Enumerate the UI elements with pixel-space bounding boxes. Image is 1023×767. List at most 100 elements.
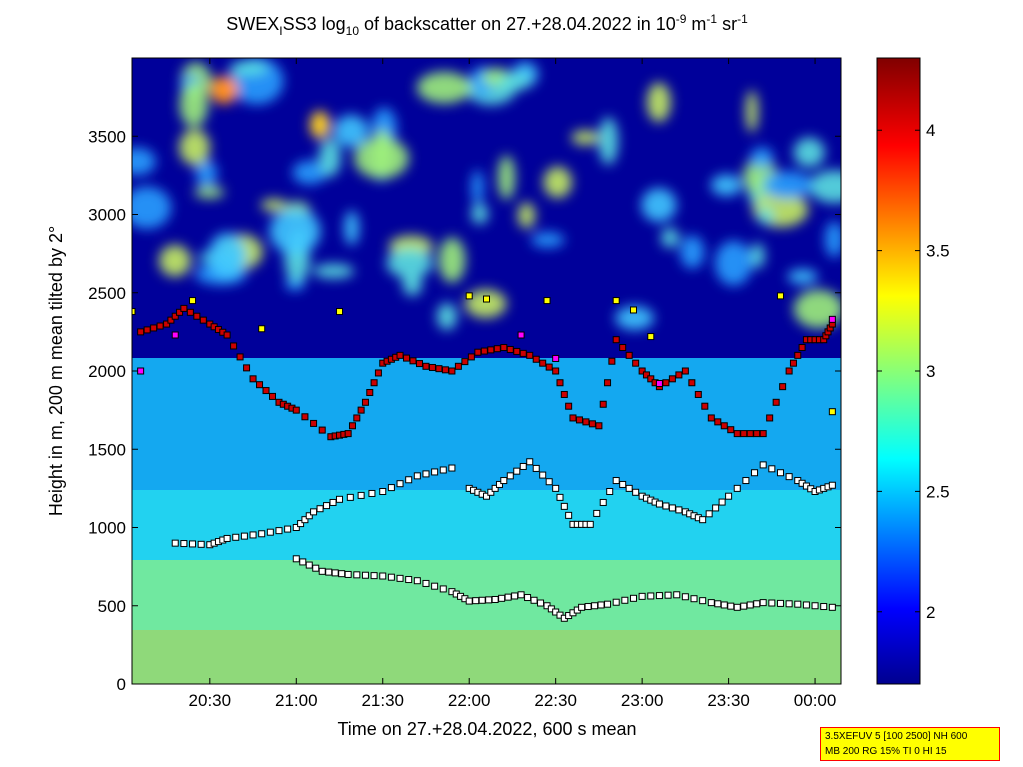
marker-3-18-2 <box>560 390 568 398</box>
marker-2-4 <box>552 484 560 492</box>
x-tick-label-4: 22:30 <box>534 691 577 710</box>
y-tick-label-3: 1500 <box>88 440 126 459</box>
marker-3-9 <box>344 430 352 438</box>
marker-0-7 <box>379 488 387 496</box>
info-box: 3.5XEFUV 5 [100 2500] NH 600 MB 200 RG 1… <box>820 727 1000 761</box>
marker-1-8-1 <box>524 594 532 602</box>
marker-0-0 <box>171 539 179 547</box>
marker-4-0 <box>132 308 136 316</box>
marker-2-3-2 <box>539 471 547 479</box>
marker-2-6-1 <box>593 509 601 517</box>
marker-3-1-3 <box>176 308 184 316</box>
marker-1-0 <box>292 555 300 563</box>
marker-1-4-1 <box>422 579 430 587</box>
marker-1-6-2 <box>478 596 486 604</box>
marker-0-8-2 <box>431 468 439 476</box>
aerosol-blob-2 <box>313 263 355 279</box>
marker-2-6 <box>586 520 594 528</box>
layer-markers <box>132 292 836 622</box>
x-tick-label-2: 21:30 <box>361 691 404 710</box>
marker-1-11-2 <box>591 602 599 610</box>
marker-0-8-1 <box>422 470 430 478</box>
marker-1-0-2 <box>305 561 313 569</box>
aerosol-blob-0 <box>471 203 489 225</box>
marker-3-26-3 <box>753 430 761 438</box>
marker-0-0-2 <box>189 540 197 548</box>
marker-1-12-2 <box>621 596 629 604</box>
marker-1-1-2 <box>331 569 339 577</box>
aerosol-blob-47 <box>195 160 218 187</box>
marker-0-2-3 <box>249 531 257 539</box>
aerosol-blob-23 <box>132 186 172 229</box>
marker-1-12 <box>604 600 612 608</box>
marker-3-16 <box>500 344 508 352</box>
aerosol-blob-13 <box>710 174 743 196</box>
marker-0-7-2 <box>396 480 404 488</box>
aerosol-blob-69 <box>344 210 360 246</box>
marker-3-7-1 <box>301 413 309 421</box>
heatmap <box>132 58 841 684</box>
marker-1-0-3 <box>312 564 320 572</box>
marker-3-13-1 <box>428 363 436 371</box>
marker-4-11 <box>828 408 836 416</box>
cb-tick-label-0: 2 <box>926 603 935 622</box>
marker-2-12 <box>725 492 733 500</box>
marker-3-2-3 <box>199 316 207 324</box>
marker-3-14-2 <box>461 358 469 366</box>
marker-3-0 <box>137 328 145 336</box>
marker-4-5 <box>483 295 490 303</box>
marker-0-4-3 <box>305 512 313 520</box>
marker-1-11-1 <box>584 603 592 611</box>
marker-3-0-2 <box>150 324 158 332</box>
marker-3-1 <box>163 320 171 328</box>
cb-tick-label-1: 2.5 <box>926 482 950 501</box>
marker-2-3-1 <box>532 464 540 472</box>
marker-2-9 <box>655 500 663 508</box>
marker-3-4-2 <box>236 353 244 361</box>
marker-3-16-3 <box>519 349 527 357</box>
marker-1-18-1 <box>802 601 810 609</box>
marker-1-7-2 <box>504 593 512 601</box>
marker-3-0-1 <box>143 326 151 334</box>
x-tick-label-1: 21:00 <box>275 691 318 710</box>
marker-3-19-2 <box>582 418 590 426</box>
aerosol-blob-64 <box>530 232 565 248</box>
marker-2-13-3 <box>785 473 793 481</box>
marker-3-10-2 <box>370 379 378 387</box>
marker-4-4 <box>465 292 473 300</box>
marker-2-9-1 <box>662 502 670 510</box>
marker-3-17 <box>526 351 534 359</box>
marker-3-18-3 <box>565 402 573 410</box>
marker-1-12-1 <box>612 598 620 606</box>
marker-1-4-3 <box>439 585 447 593</box>
marker-4-2 <box>258 325 266 333</box>
marker-5-1 <box>171 331 179 339</box>
aerosol-blob-26 <box>228 60 269 76</box>
marker-3-26-2 <box>746 430 754 438</box>
y-tick-label-1: 500 <box>98 597 126 616</box>
marker-1-4-2 <box>431 582 439 590</box>
marker-1-15-2 <box>720 601 728 609</box>
marker-0-2-2 <box>240 532 248 540</box>
marker-0-4-2 <box>301 516 309 524</box>
marker-3-0-3 <box>156 322 164 330</box>
y-tick-label-2: 1000 <box>88 519 126 538</box>
marker-3-1-1 <box>167 316 175 324</box>
marker-1-13-3 <box>664 591 672 599</box>
marker-3-7-2 <box>310 419 318 427</box>
marker-0-7-3 <box>405 476 413 484</box>
marker-1-16-3 <box>753 600 761 608</box>
marker-3-5-1 <box>256 381 264 389</box>
marker-0-8 <box>413 472 421 480</box>
marker-0-4-1 <box>297 520 305 528</box>
marker-2-4-2 <box>560 502 568 510</box>
marker-1-15 <box>707 599 715 607</box>
marker-2-4-1 <box>556 493 564 501</box>
marker-3-28 <box>785 367 793 375</box>
marker-3-18 <box>552 367 560 375</box>
marker-2-16 <box>828 481 836 489</box>
mid-band <box>132 350 841 490</box>
marker-3-20-2 <box>604 379 612 387</box>
marker-1-4 <box>413 577 421 585</box>
marker-2-13-1 <box>768 465 776 473</box>
